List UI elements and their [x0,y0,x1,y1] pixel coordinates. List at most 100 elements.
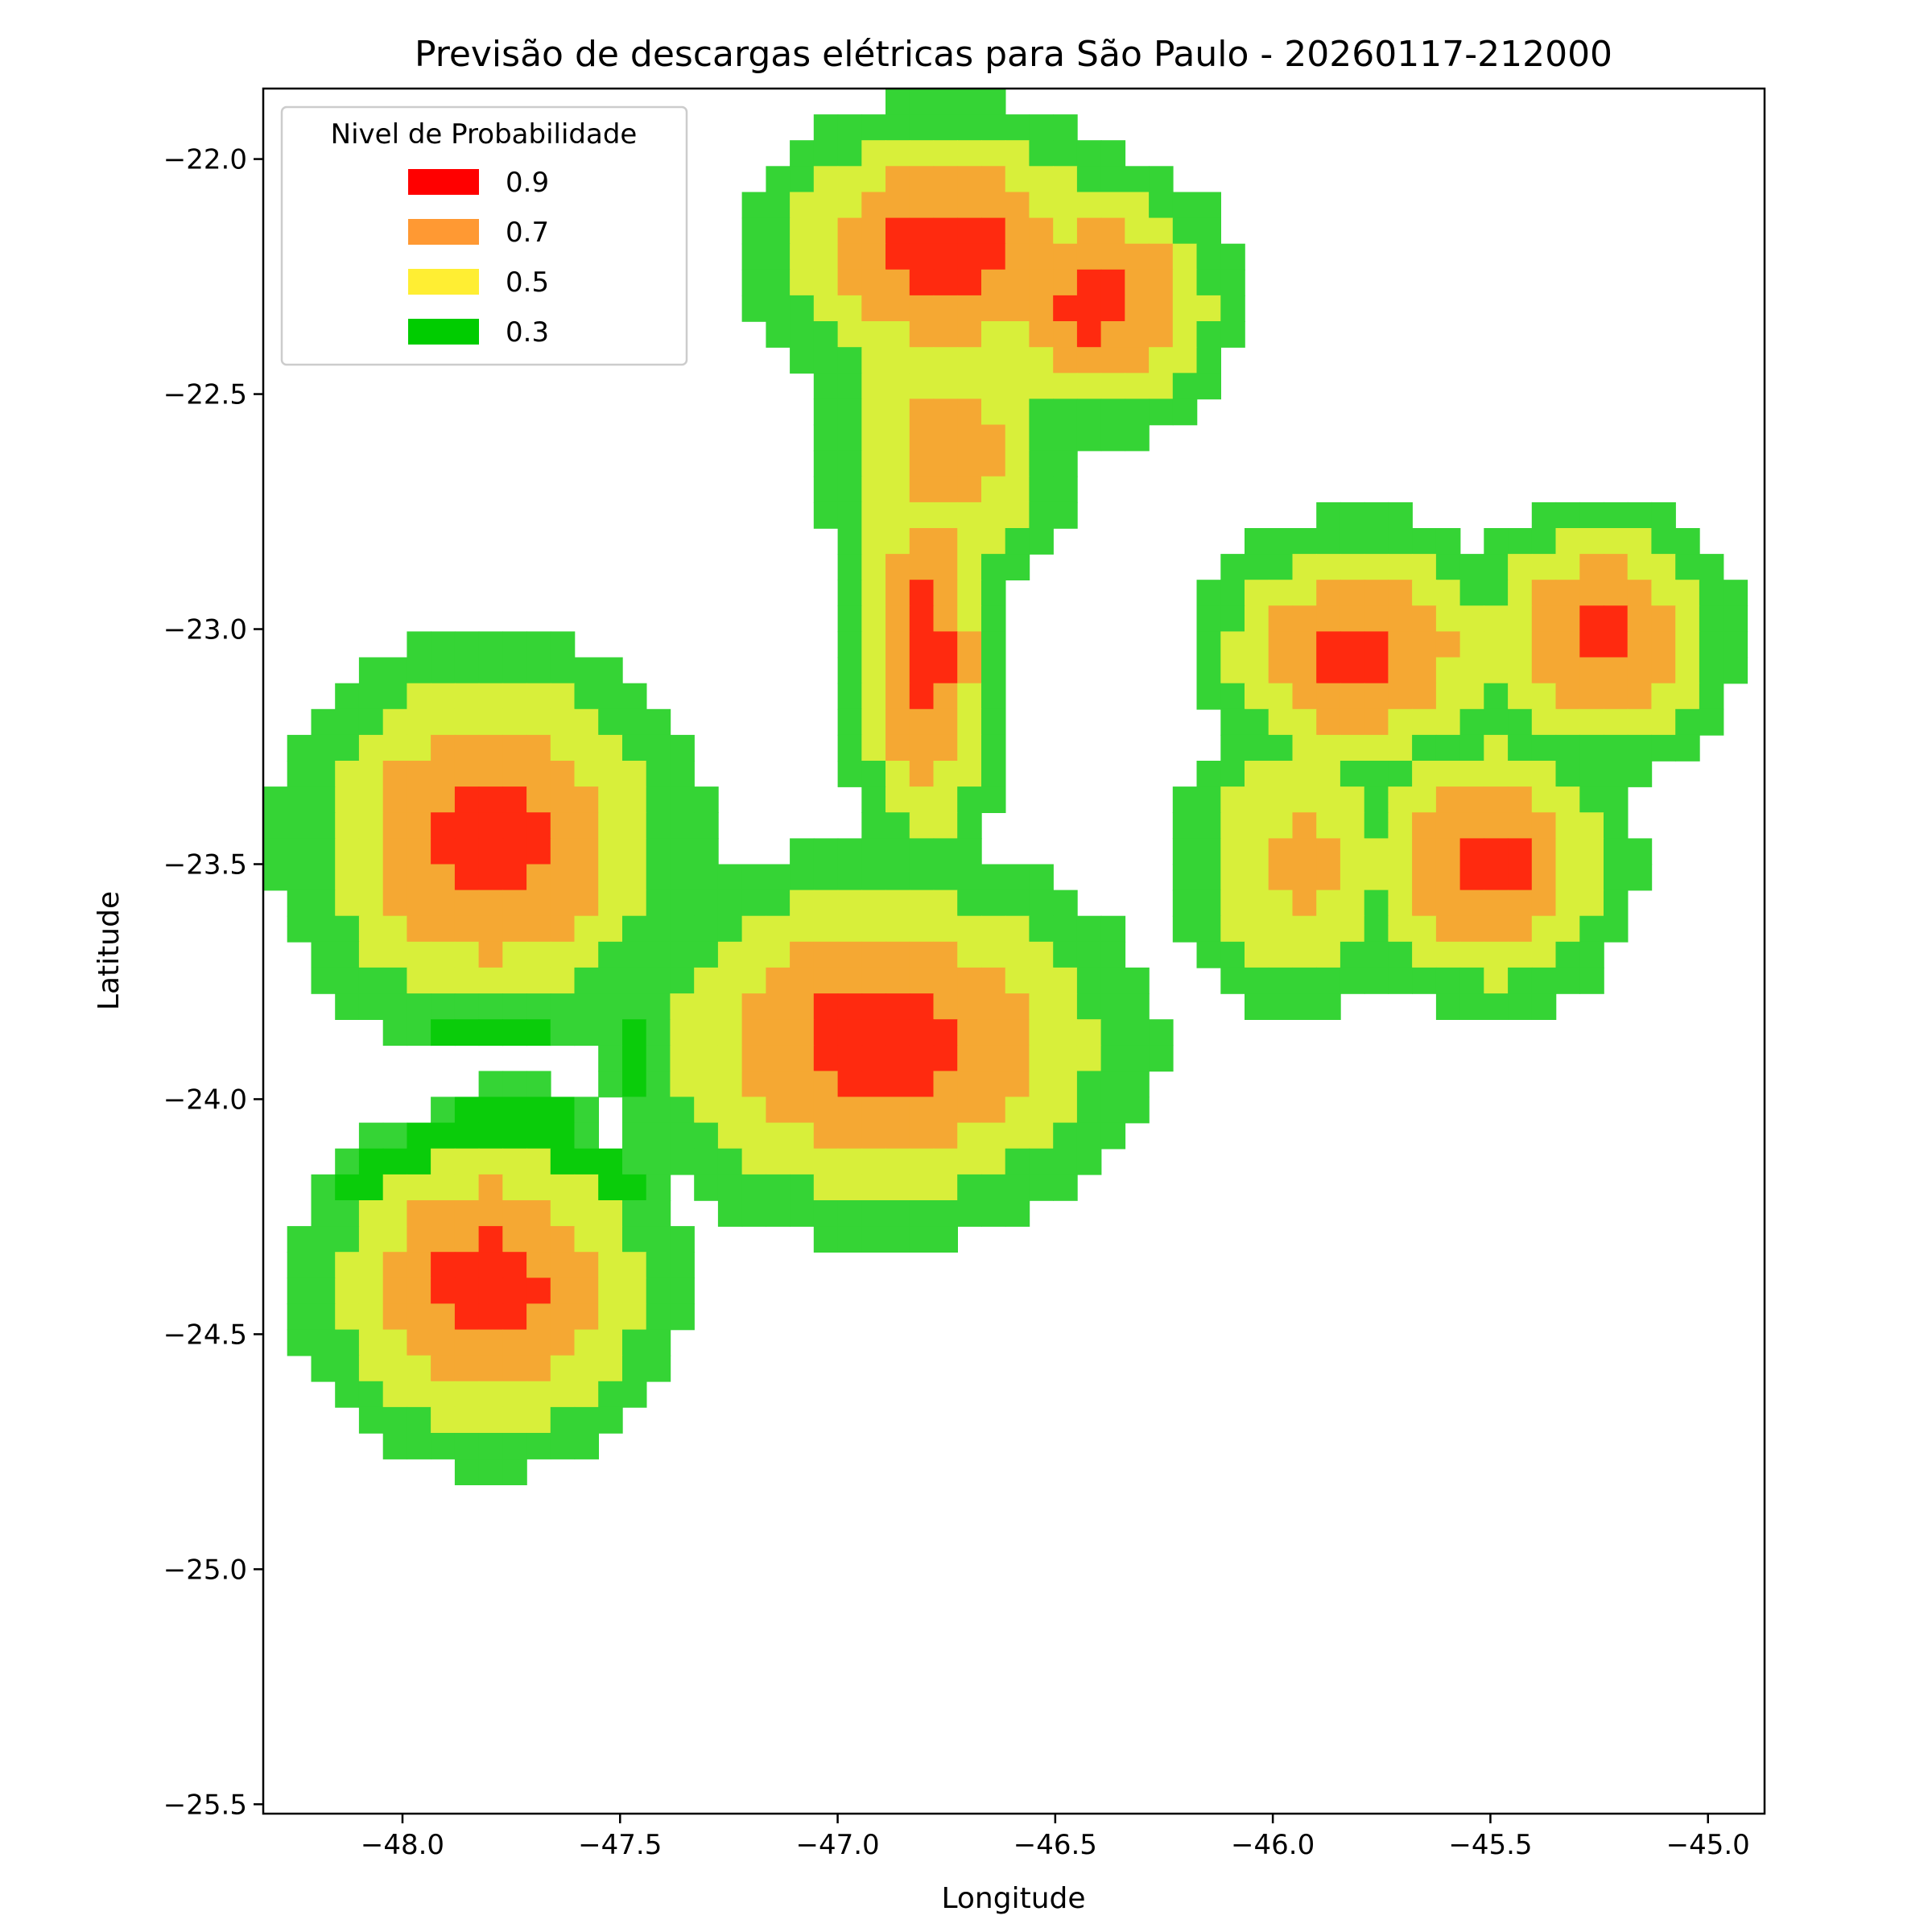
field-cell [1435,838,1461,865]
field-cell [790,1071,815,1098]
field-cell [813,114,839,141]
field-cell [1435,657,1461,684]
field-cell [335,708,360,736]
field-cell [1053,1148,1078,1175]
field-cell [526,657,551,684]
field-cell [1579,657,1604,684]
field-cell [335,941,360,968]
field-cell [1388,683,1413,710]
field-cell [622,838,647,865]
field-cell [1627,502,1653,529]
field-cell [1435,915,1461,943]
field-cell [1459,941,1485,968]
field-cell [813,321,839,348]
field-cell [981,166,1006,193]
field-cell [1172,321,1198,348]
field-cell [1029,192,1054,219]
field-cell [1675,528,1700,555]
field-cell [1388,554,1413,580]
field-cell [1005,140,1030,167]
field-cell [622,812,647,840]
field-cell [598,890,623,917]
field-cell [1579,812,1604,840]
field-cell [694,786,719,813]
field-cell [1412,683,1437,710]
field-cell [957,1019,982,1046]
field-cell [933,993,958,1020]
field-cell [861,1226,886,1253]
field-cell [1196,631,1221,658]
field-cell [1508,838,1533,865]
field-cell [717,967,743,994]
field-cell [502,1071,527,1098]
field-cell [1268,528,1294,555]
field-cell [1508,915,1533,943]
field-cell [1651,657,1676,684]
field-cell [1364,786,1389,813]
field-cell [886,217,910,245]
field-cell [981,915,1006,943]
field-cell [1245,967,1269,994]
field-cell [886,373,910,400]
field-cell [766,1045,791,1072]
field-cell [502,915,527,943]
field-cell [909,269,935,296]
field-cell [837,1226,863,1253]
field-cell [1316,941,1341,968]
field-cell [1005,398,1030,426]
field-cell [1435,993,1461,1020]
field-cell [957,657,982,684]
field-cell [1076,347,1102,374]
field-cell [407,864,431,891]
field-cell [1388,890,1413,917]
field-cell [909,1226,935,1253]
field-cell [526,761,551,787]
field-cell [598,1148,623,1175]
field-cell [909,683,935,710]
field-cell [1484,683,1509,710]
field-cell [741,192,767,219]
field-cell [550,967,576,994]
field-cell [1196,915,1221,943]
field-cell [1508,993,1533,1020]
field-cell [1076,398,1102,426]
field-cell [311,864,336,891]
field-cell [287,1226,312,1253]
field-cell [311,1355,336,1382]
field-cell [1699,657,1724,684]
field-cell [1531,683,1557,710]
field-cell [407,838,431,865]
field-cell [646,1096,671,1124]
field-cell [1364,864,1389,891]
field-cell [933,192,958,219]
field-cell [574,1303,599,1331]
field-cell [1149,166,1174,193]
field-cell [622,1045,647,1072]
field-cell [1100,192,1126,219]
field-cell [741,1071,767,1098]
field-cell [431,1406,456,1434]
field-cell [598,761,623,787]
field-cell [1245,812,1269,840]
field-cell [1555,631,1580,658]
field-cell [909,243,935,270]
field-cell [335,1200,360,1227]
field-cell [933,243,958,270]
field-cell [1125,993,1150,1020]
field-cell [1292,554,1317,580]
field-cell [790,1174,815,1201]
field-cell [431,1329,456,1356]
field-cell [1029,140,1054,167]
field-cell [909,321,935,348]
field-cell [886,580,910,607]
field-cell [1005,243,1030,270]
field-cell [382,1278,408,1305]
field-cell [957,476,982,503]
field-cell [837,321,863,348]
field-cell [957,683,982,710]
field-cell [263,838,288,865]
field-cell [622,1226,647,1253]
field-cell [502,631,527,658]
field-cell [1005,347,1030,374]
legend-swatch [408,169,479,195]
